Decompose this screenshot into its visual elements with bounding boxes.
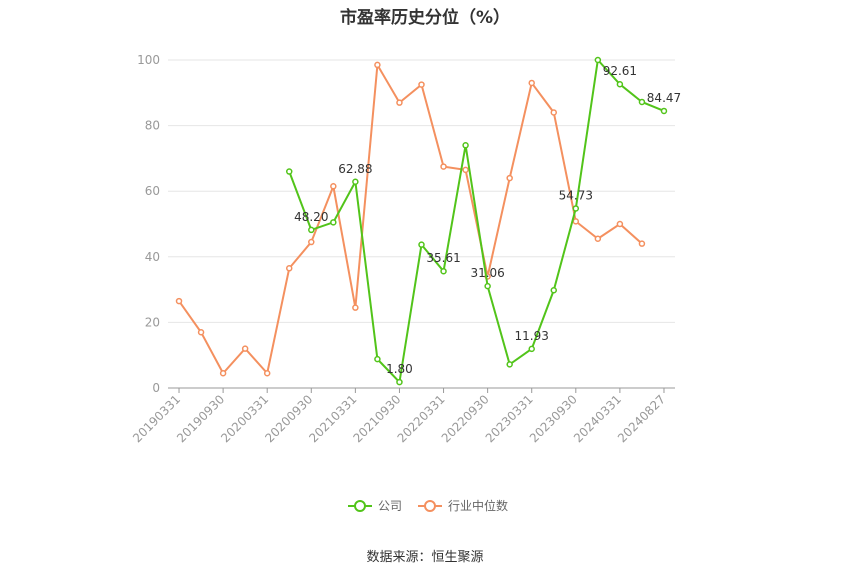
- data-point: [374, 61, 381, 69]
- data-point: [638, 98, 646, 106]
- data-point: [396, 99, 403, 106]
- data-label: 1.80: [386, 362, 413, 376]
- data-point: [528, 79, 535, 87]
- data-point: [418, 241, 425, 248]
- data-point: [616, 80, 624, 88]
- data-point: [616, 220, 624, 228]
- data-point: [638, 240, 646, 247]
- legend: 公司 行业中位数: [348, 498, 508, 513]
- data-label: 35.61: [426, 251, 460, 265]
- data-point: [330, 183, 337, 190]
- data-point: [462, 166, 469, 174]
- legend-marker: [424, 500, 436, 512]
- data-point: [506, 174, 513, 182]
- series-line-0: [288, 57, 665, 385]
- data-point: [308, 238, 315, 246]
- data-point: [594, 56, 602, 64]
- y-tick-label: 80: [145, 119, 160, 133]
- data-point: [197, 328, 205, 336]
- data-point: [175, 297, 183, 305]
- data-point: [572, 218, 580, 225]
- y-tick-label: 60: [145, 184, 160, 198]
- data-point: [440, 163, 447, 170]
- data-labels: 48.20 62.88 1.80 35.61 31.06 11.93 54.73 92.61 8…: [294, 64, 681, 376]
- data-label: 31.06: [470, 266, 504, 280]
- data-point: [660, 107, 668, 115]
- data-label: 84.47: [647, 91, 681, 105]
- x-tick-label: 20240827: [615, 392, 668, 445]
- data-point: [374, 355, 381, 363]
- grid-lines: [168, 59, 675, 323]
- data-point: [241, 345, 249, 352]
- data-point: [572, 205, 580, 212]
- legend-marker: [354, 500, 366, 512]
- data-point: [308, 226, 315, 234]
- data-point: [396, 378, 403, 386]
- data-label: 48.20: [294, 210, 328, 224]
- data-point: [263, 369, 271, 377]
- data-point: [418, 81, 425, 88]
- data-label: 11.93: [515, 329, 549, 343]
- x-axis: 2019033120190930202003312020093020210331…: [130, 387, 675, 445]
- data-point: [285, 265, 293, 272]
- y-tick-label: 40: [145, 250, 160, 264]
- legend-label: 行业中位数: [448, 498, 508, 513]
- y-tick-label: 20: [145, 315, 160, 329]
- data-point: [352, 178, 359, 186]
- data-point: [528, 345, 535, 353]
- chart-title: 市盈率历史分位（%）: [339, 8, 511, 28]
- data-point: [219, 369, 227, 377]
- data-point: [506, 361, 513, 368]
- data-label: 92.61: [603, 64, 637, 78]
- data-label: 62.88: [338, 162, 372, 176]
- legend-label: 公司: [378, 499, 402, 513]
- data-point: [594, 235, 602, 243]
- data-point: [330, 219, 337, 226]
- data-label: 54.73: [559, 188, 593, 202]
- data-point: [462, 142, 469, 149]
- data-point: [550, 287, 558, 294]
- source-note: 数据来源：恒生聚源: [366, 550, 484, 565]
- series-lines: [175, 56, 668, 386]
- series-line-1: [178, 61, 643, 376]
- data-point: [285, 168, 293, 175]
- data-point: [352, 304, 359, 311]
- y-axis-ticks: 0 20 40 60 80 100: [137, 53, 160, 395]
- y-tick-label: 100: [137, 53, 160, 67]
- data-point: [440, 267, 447, 275]
- data-point: [550, 109, 558, 116]
- y-tick-label: 0: [152, 381, 160, 395]
- data-point: [484, 282, 491, 290]
